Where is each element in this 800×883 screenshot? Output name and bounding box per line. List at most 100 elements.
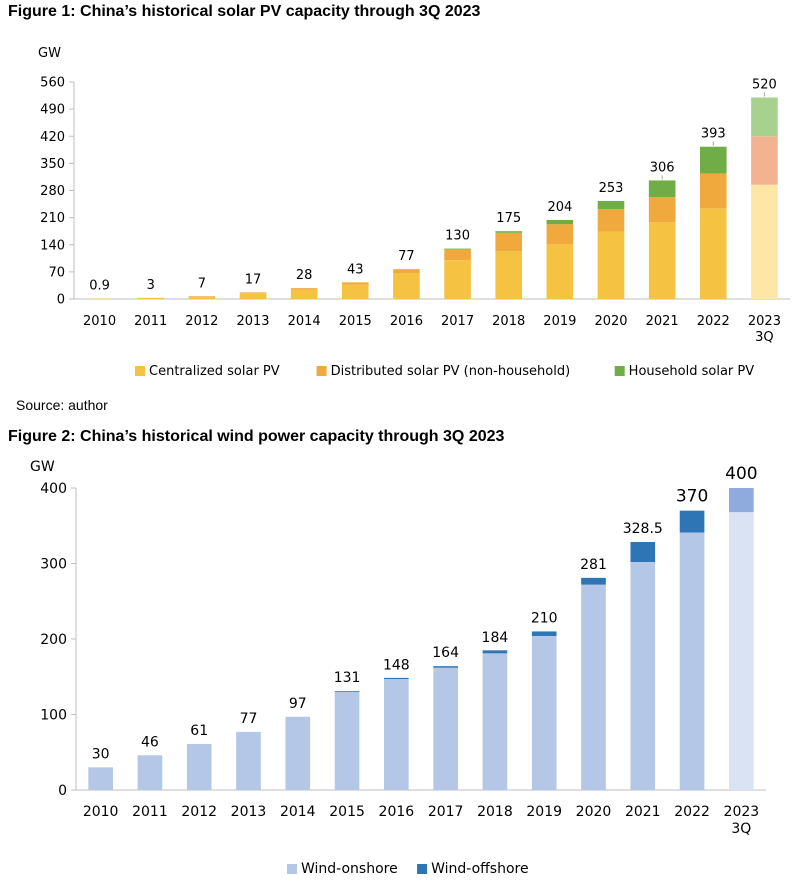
data-label: 0.9 [89,279,110,294]
x-tick-label: 2016 [390,314,423,329]
bar-segment-wind-onshore [186,743,212,790]
data-label: 3 [147,278,155,293]
data-label: 328.5 [623,521,663,537]
y-tick-label: 0 [57,293,65,308]
x-tick-label: 2020 [594,314,627,329]
y-axis-unit-label: GW [38,46,61,61]
figure2-title: Figure 2: China’s historical wind power … [8,428,505,445]
x-tick-label: 3Q [755,330,774,345]
bar-segment-wind-offshore [630,541,656,562]
data-label: 130 [445,229,470,244]
legend-swatch [316,366,327,376]
bar-segment-distributed-solar-pv-non-household [341,282,369,285]
x-tick-label: 2015 [329,804,365,820]
x-tick-label: 2011 [134,314,167,329]
x-tick-label: 3Q [731,821,751,837]
bar-segment-wind-onshore [384,679,409,790]
bar-segment-centralized-solar-pv [648,222,676,299]
bar-segment-wind-onshore [482,653,508,790]
bar-segment-wind-onshore [729,512,754,790]
bar-segment-distributed-solar-pv-non-household [648,197,676,223]
y-tick-label: 140 [40,238,65,253]
bar-segment-wind-onshore [236,731,261,790]
x-tick-label: 2019 [543,314,576,329]
x-tick-label: 2023 [724,804,760,820]
data-label: 61 [190,723,208,739]
bar-segment-distributed-solar-pv-non-household [188,296,216,298]
bar-segment-distributed-solar-pv-non-household [699,173,727,209]
bar-segment-distributed-solar-pv-non-household [751,136,778,185]
y-tick-label: 350 [40,157,65,172]
bar-segment-household-solar-pv [495,231,523,233]
data-label: 46 [141,734,159,750]
bar-segment-wind-onshore [581,584,606,790]
y-tick-label: 400 [40,481,67,497]
bar-segment-wind-onshore [433,667,458,790]
y-tick-label: 70 [48,265,65,280]
legend-swatch [614,366,625,376]
data-label: 131 [334,670,361,686]
bar-segment-distributed-solar-pv-non-household [546,224,574,245]
legend-label: Household solar PV [629,364,755,379]
data-label: 210 [531,610,558,626]
bar-segment-distributed-solar-pv-non-household [444,249,471,261]
bar-segment-distributed-solar-pv-non-household [495,232,523,252]
x-tick-label: 2021 [646,314,679,329]
data-label: 28 [296,268,313,283]
x-tick-label: 2012 [185,314,218,329]
bar-segment-wind-onshore [88,767,113,790]
y-tick-label: 0 [58,783,67,799]
y-tick-label: 420 [40,130,65,145]
x-tick-label: 2012 [181,804,217,820]
legend-label: Wind-onshore [301,861,398,877]
x-tick-label: 2015 [339,314,372,329]
x-tick-label: 2010 [83,314,116,329]
data-label: 17 [245,272,262,287]
bar-segment-centralized-solar-pv [597,231,625,299]
bar-segment-centralized-solar-pv [495,251,523,299]
solar-pv-chart: GW 0 70 140 210 280 350 420 490 560 0.9 2010 3 2011 7 2… [38,46,790,379]
data-label: 520 [752,78,777,93]
bar-segment-centralized-solar-pv [137,297,165,299]
bar-segment-centralized-solar-pv [188,297,216,299]
data-label: 30 [92,746,110,762]
y-tick-label: 560 [40,76,65,91]
bar-segment-wind-onshore [531,635,557,790]
legend-label: Distributed solar PV (non-household) [331,364,571,379]
x-tick-label: 2011 [132,804,168,820]
data-label: 175 [496,211,521,226]
data-label: 43 [347,262,364,277]
bar-segment-wind-onshore [137,755,163,790]
data-label: 77 [398,249,415,264]
data-label: 204 [547,200,572,215]
bar-segment-centralized-solar-pv [290,289,318,299]
bar-segment-distributed-solar-pv-non-household [239,292,267,294]
figure1-title: Figure 1: China’s historical solar PV ca… [8,3,481,20]
bar-segment-wind-offshore [729,488,754,513]
bar-segment-household-solar-pv [699,146,727,174]
bar-segment-wind-offshore [581,577,606,585]
x-tick-label: 2013 [236,314,269,329]
x-tick-label: 2022 [674,804,710,820]
data-label: 370 [676,487,708,507]
x-tick-label: 2018 [477,804,513,820]
bar-segment-centralized-solar-pv [751,184,778,299]
bar-segment-household-solar-pv [648,180,676,198]
x-tick-label: 2014 [280,804,316,820]
bar-segment-wind-onshore [285,716,311,790]
bar-segment-distributed-solar-pv-non-household [290,288,318,290]
data-label: 400 [725,464,757,484]
x-tick-label: 2020 [576,804,612,820]
x-tick-label: 2013 [231,804,267,820]
y-tick-label: 100 [40,707,67,723]
bar-segment-household-solar-pv [751,97,778,137]
data-label: 253 [599,181,624,196]
bar-segment-wind-offshore [334,691,360,692]
legend-swatch [287,864,297,874]
y-tick-label: 200 [40,632,67,648]
bar-segment-household-solar-pv [444,248,471,250]
y-tick-label: 210 [40,211,65,226]
bar-segment-centralized-solar-pv [341,284,369,299]
y-tick-label: 490 [40,103,65,118]
